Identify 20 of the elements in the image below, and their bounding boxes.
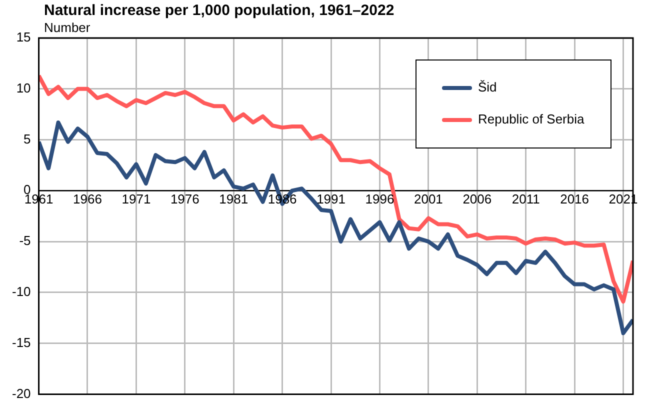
- y-tick-label: 15: [16, 30, 31, 45]
- y-tick-label: -20: [12, 386, 31, 401]
- x-tick-label: 2016: [560, 192, 590, 207]
- y-tick-label: -5: [19, 233, 31, 248]
- y-tick-label: -15: [12, 334, 31, 350]
- x-tick-label: 1981: [219, 192, 248, 207]
- y-tick-label: 10: [16, 80, 31, 96]
- y-axis-title: Number: [44, 20, 90, 35]
- x-tick-label: 1991: [316, 192, 346, 207]
- y-tick-label: 5: [24, 131, 31, 146]
- y-tick-label: -10: [12, 284, 31, 300]
- x-tick-label: 2001: [414, 192, 443, 207]
- legend-label: Šid: [478, 80, 497, 95]
- x-tick-label: 1966: [73, 192, 102, 207]
- legend-label: Republic of Serbia: [478, 112, 585, 127]
- x-tick-label: 1976: [170, 192, 200, 207]
- x-tick-label: 1971: [122, 192, 151, 207]
- x-tick-label: 2011: [512, 192, 540, 207]
- chart-title: Natural increase per 1,000 population, 1961–2022: [44, 2, 394, 19]
- x-tick-label: 2006: [462, 192, 492, 207]
